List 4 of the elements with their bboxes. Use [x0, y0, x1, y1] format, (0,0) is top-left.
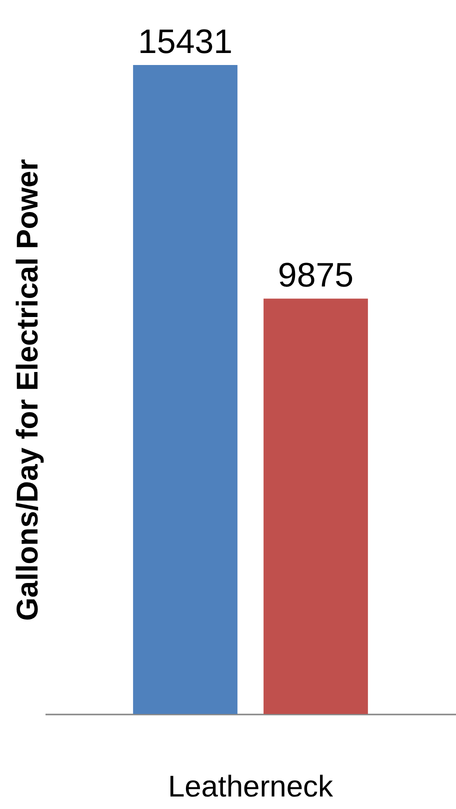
- y-axis-title: Gallons/Day for Electrical Power: [12, 158, 44, 621]
- x-tick-label: Leatherneck: [168, 770, 334, 804]
- data-label: 15431: [138, 23, 233, 61]
- data-label: 9875: [278, 256, 354, 295]
